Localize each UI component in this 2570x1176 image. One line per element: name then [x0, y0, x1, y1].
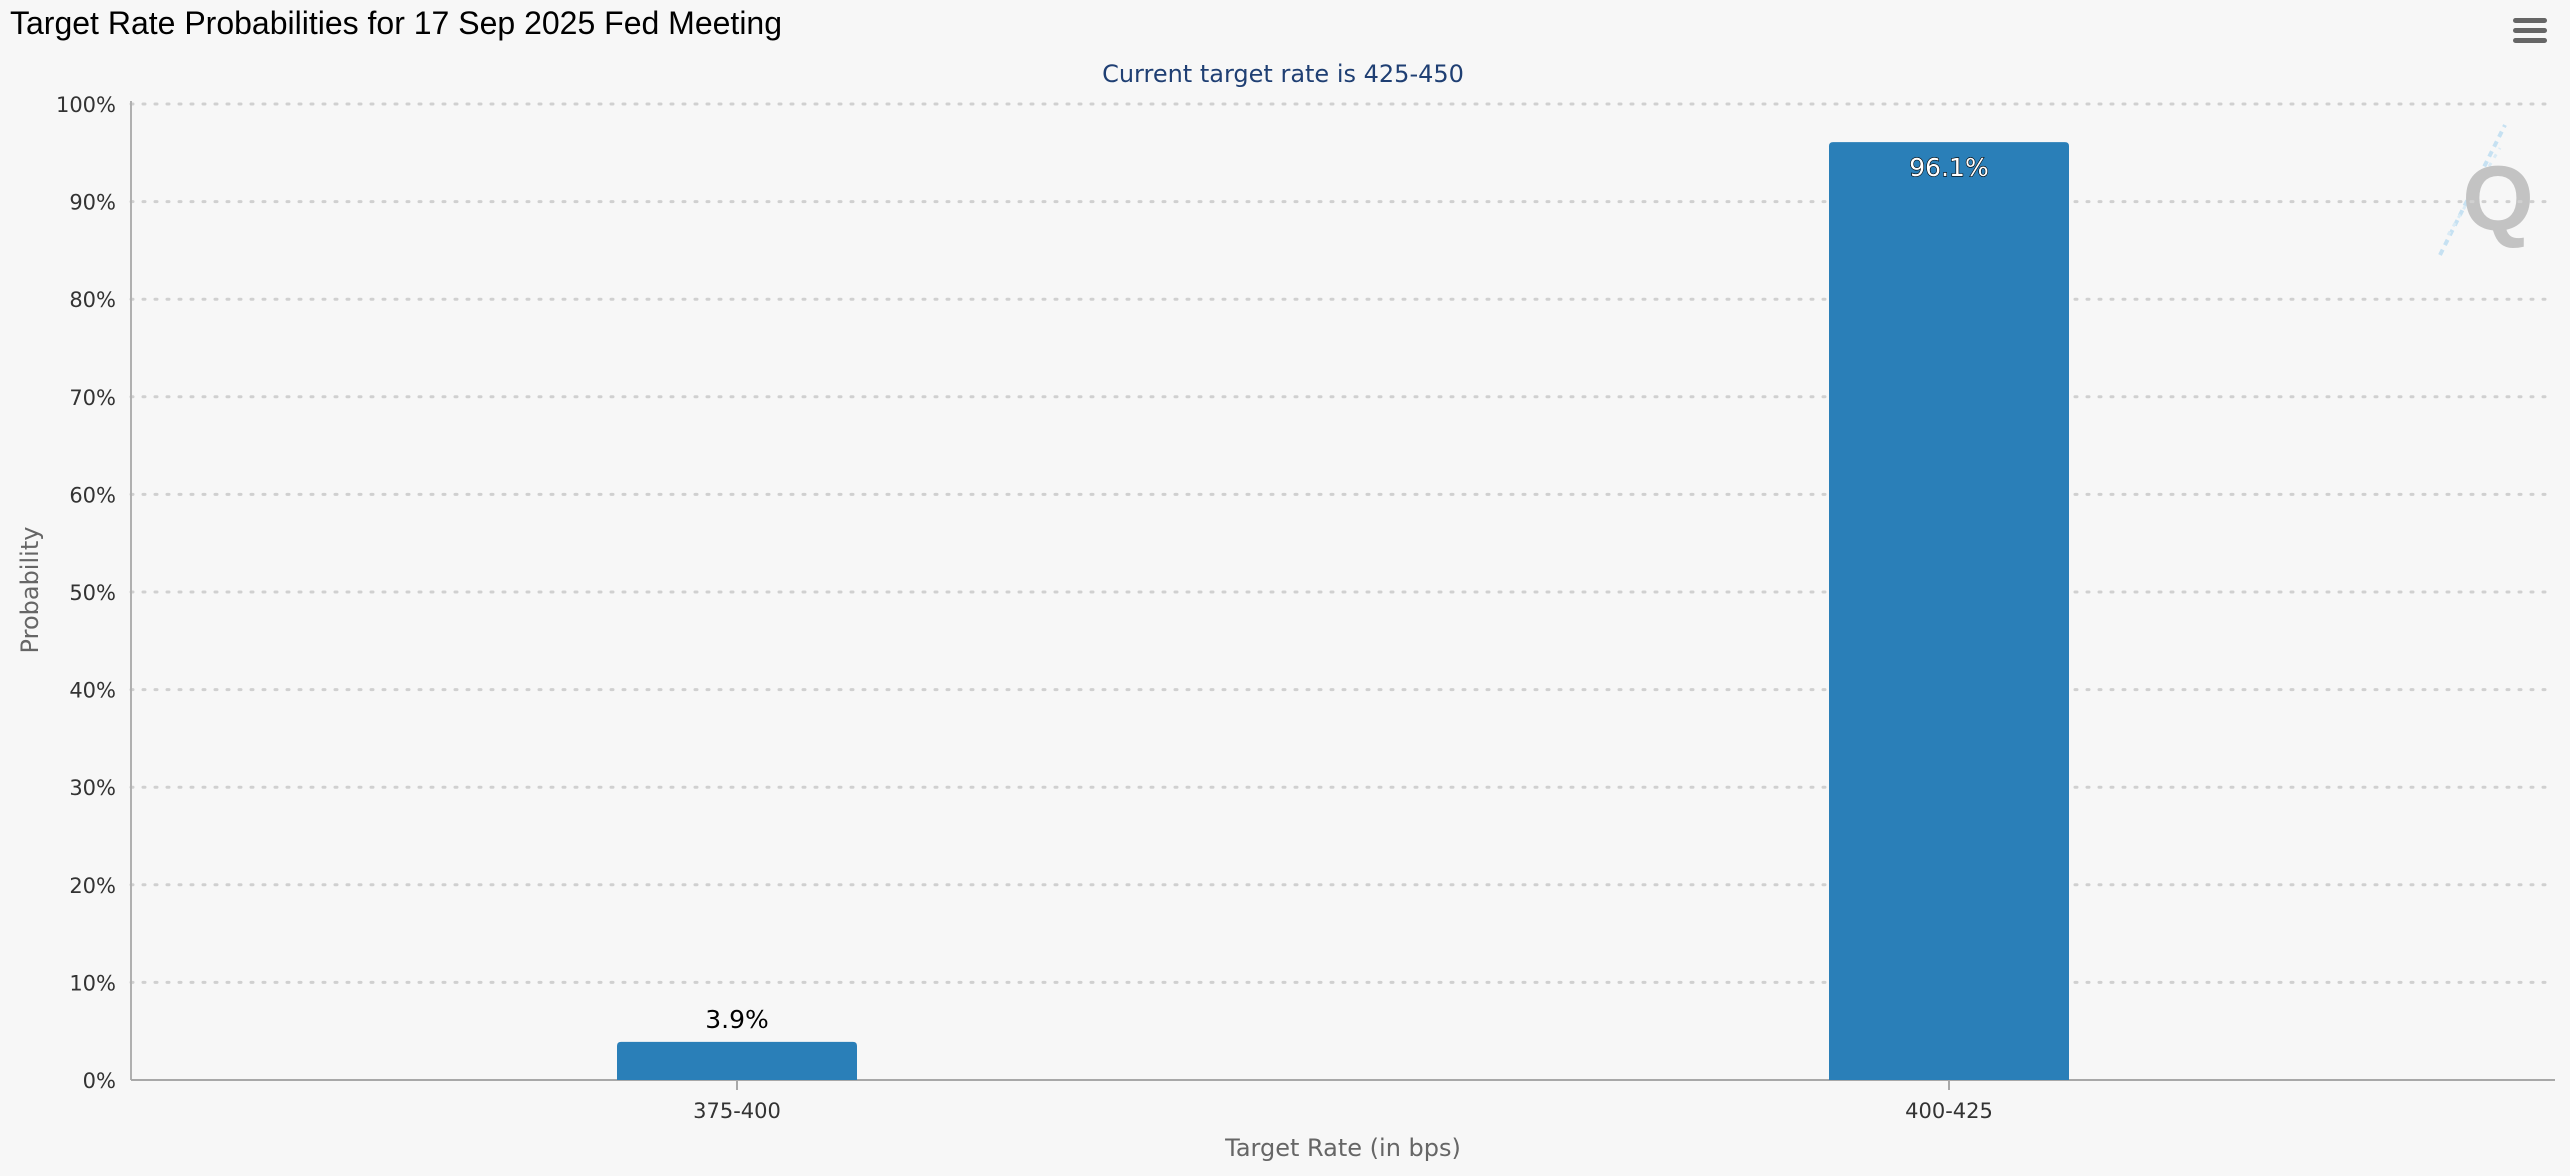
- data-label-400-425: 96.1%: [1909, 153, 1988, 182]
- y-tick-label: 60%: [69, 483, 116, 507]
- chart-subtitle: Current target rate is 425-450: [1102, 60, 1464, 88]
- y-tick-label: 50%: [69, 581, 116, 605]
- svg-text:Q: Q: [2462, 148, 2534, 250]
- y-axis-title: Probability: [16, 527, 44, 654]
- x-axis-title: Target Rate (in bps): [1224, 1134, 1461, 1162]
- y-tick-label: 80%: [69, 288, 116, 312]
- y-tick-label: 70%: [69, 386, 116, 410]
- y-tick-label: 100%: [56, 93, 116, 117]
- x-tick-label: 400-425: [1905, 1099, 1993, 1123]
- y-tick-label: 20%: [69, 874, 116, 898]
- y-tick-label: 30%: [69, 776, 116, 800]
- data-label-375-400: 3.9%: [705, 1005, 769, 1034]
- y-tick-label: 0%: [83, 1069, 116, 1093]
- hamburger-menu-icon: [2513, 18, 2547, 23]
- y-tick-label: 10%: [69, 971, 116, 995]
- bar-375-400[interactable]: [617, 1041, 857, 1080]
- quikstrike-q-logo: Q: [2438, 124, 2534, 256]
- page-title: Target Rate Probabilities for 17 Sep 202…: [10, 5, 783, 41]
- x-tick-label: 375-400: [693, 1099, 781, 1123]
- bar-400-425[interactable]: [1829, 142, 2069, 1081]
- y-tick-label: 40%: [69, 679, 116, 703]
- hamburger-menu-button[interactable]: [2510, 14, 2550, 48]
- y-tick-label: 90%: [69, 191, 116, 215]
